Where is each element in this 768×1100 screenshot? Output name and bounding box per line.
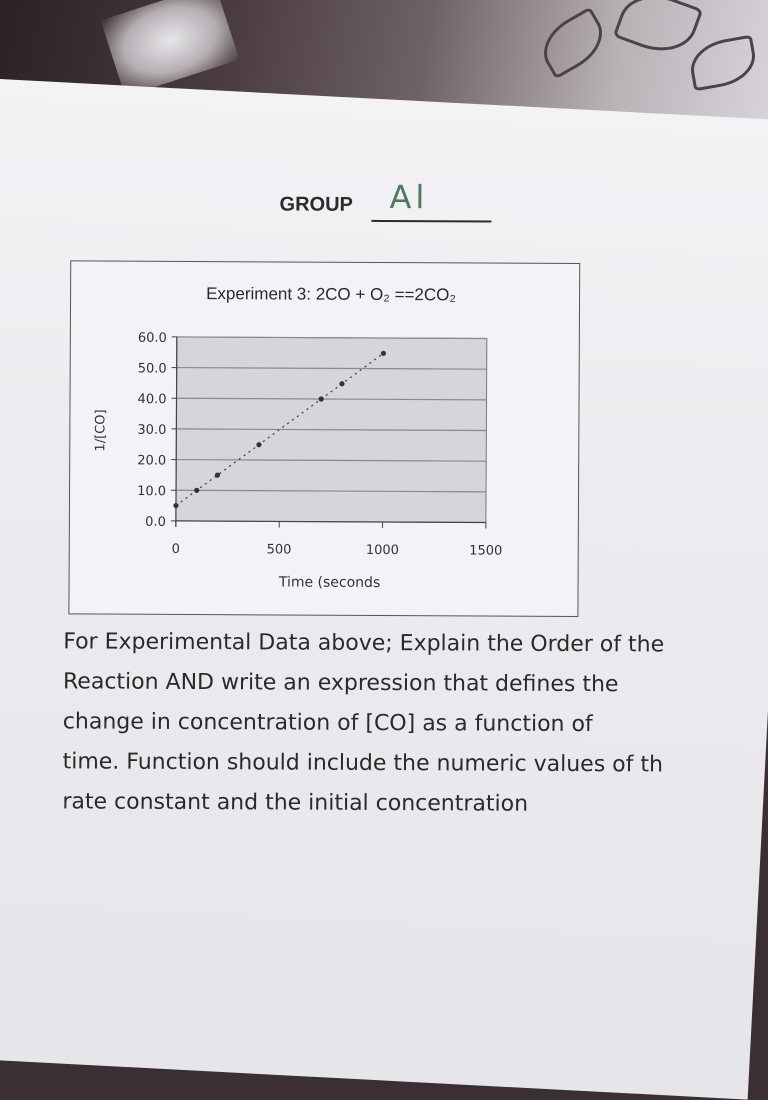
y-tick-label: 60.0 xyxy=(138,331,167,346)
question-text: For Experimental Data above; Explain the… xyxy=(62,622,763,826)
data-point xyxy=(319,396,324,401)
question-line: Reaction AND write an expression that de… xyxy=(63,662,763,706)
y-axis-label: 1/[CO] xyxy=(93,409,108,451)
y-tick-label: 30.0 xyxy=(137,423,166,438)
data-point xyxy=(215,473,220,478)
question-line: time. Function should include the numeri… xyxy=(63,742,763,786)
y-tick-label: 50.0 xyxy=(138,361,167,376)
x-axis-label: Time (seconds xyxy=(278,574,380,591)
chart-svg: Experiment 3: 2CO + O₂ ==2CO₂ 0.0 10.0 20.0… xyxy=(0,0,768,1026)
question-line: rate constant and the initial concentrat… xyxy=(62,782,762,826)
data-point xyxy=(256,442,261,447)
y-tick-label: 40.0 xyxy=(138,392,167,407)
x-tick-label: 0 xyxy=(172,542,180,557)
data-point xyxy=(381,351,386,356)
chart-title: Experiment 3: 2CO + O₂ ==2CO₂ xyxy=(206,284,456,304)
x-tick-label: 500 xyxy=(267,542,292,557)
x-tick-label: 1000 xyxy=(366,543,399,558)
data-point xyxy=(194,488,199,493)
data-point xyxy=(339,381,344,386)
question-line: change in concentration of [CO] as a fun… xyxy=(63,702,763,746)
x-tick-label: 1500 xyxy=(469,543,502,558)
y-tick-label: 10.0 xyxy=(137,484,166,499)
data-point xyxy=(173,503,178,508)
y-tick-label: 20.0 xyxy=(137,453,166,468)
question-line: For Experimental Data above; Explain the… xyxy=(63,622,763,666)
y-tick-label: 0.0 xyxy=(145,515,166,530)
